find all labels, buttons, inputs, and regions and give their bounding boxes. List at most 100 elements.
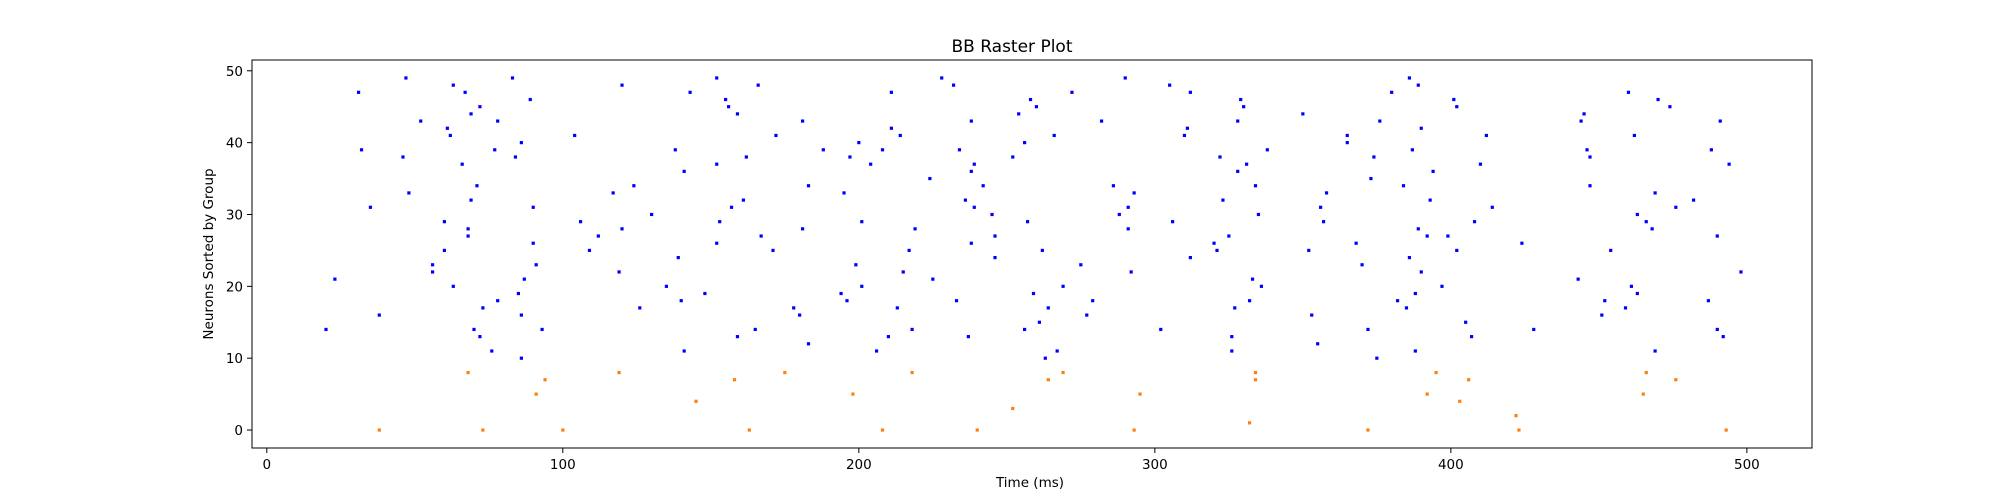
spike-marker [1635, 212, 1639, 217]
spike-marker [1031, 291, 1036, 296]
spike-marker [1215, 248, 1219, 253]
spike-marker [715, 162, 719, 166]
spike-marker [895, 306, 899, 310]
y-tick-label: 10 [226, 351, 243, 367]
spike-marker [1440, 284, 1444, 288]
spike-marker [1390, 90, 1394, 94]
spike-marker [1301, 112, 1305, 116]
spike-marker [1576, 277, 1580, 281]
spike-marker [587, 248, 592, 253]
spike-marker [1691, 198, 1696, 202]
spike-marker [1046, 306, 1050, 310]
spike-marker [703, 291, 707, 296]
spike-marker [676, 255, 680, 260]
spike-marker [1324, 191, 1329, 195]
spike-marker [901, 270, 905, 274]
spike-marker [1520, 241, 1524, 245]
spike-marker [1674, 378, 1678, 382]
spike-marker [1023, 327, 1027, 332]
spike-marker [1230, 335, 1234, 339]
spike-marker [1407, 76, 1412, 80]
spike-marker [561, 428, 565, 432]
spike-marker [1245, 162, 1249, 166]
spike-marker [821, 148, 825, 152]
spike-marker [1375, 356, 1379, 360]
spike-marker [1319, 205, 1323, 209]
spike-marker [1123, 76, 1127, 80]
spike-marker [1656, 97, 1660, 102]
spike-marker [528, 97, 532, 102]
spike-marker [1458, 399, 1462, 403]
spike-marker [732, 378, 737, 382]
spike-marker [1188, 255, 1192, 260]
spike-marker [1242, 105, 1246, 109]
spike-marker [848, 155, 852, 159]
spike-marker [886, 335, 891, 339]
spike-marker [842, 191, 846, 195]
spike-marker [519, 313, 523, 317]
spike-marker [759, 234, 763, 238]
spike-marker [1413, 349, 1417, 353]
spike-marker [632, 184, 636, 188]
spike-marker [1653, 191, 1657, 195]
spike-marker [910, 370, 914, 375]
spike-marker [1416, 227, 1420, 231]
spike-marker [510, 76, 515, 80]
spike-marker [638, 306, 642, 310]
spike-marker [724, 97, 728, 102]
spike-marker [1410, 148, 1414, 152]
y-tick-label: 20 [226, 279, 243, 295]
spike-marker [1185, 126, 1190, 130]
spike-marker [1253, 370, 1258, 375]
spike-marker [1674, 205, 1678, 209]
axes-frame [251, 59, 1813, 449]
spike-marker [1446, 234, 1450, 238]
spike-marker [1023, 141, 1027, 145]
chart-title: BB Raster Plot [951, 37, 1072, 57]
spike-marker [1247, 421, 1252, 425]
spike-marker [1052, 133, 1056, 138]
spike-marker [1212, 241, 1216, 245]
spike-marker [954, 299, 959, 303]
spike-marker [1724, 428, 1728, 432]
spike-marker [1715, 327, 1719, 332]
spike-marker [1431, 169, 1435, 173]
spike-marker [1345, 141, 1349, 145]
spike-marker [1247, 299, 1252, 303]
spike-marker [1345, 133, 1349, 138]
spike-marker [1484, 133, 1488, 138]
spike-marker [1718, 119, 1722, 123]
spike-marker [377, 428, 381, 432]
spike-marker [679, 299, 683, 303]
spike-marker [1644, 220, 1648, 224]
spike-marker [1469, 335, 1474, 339]
spike-marker [430, 263, 435, 267]
spike-marker [573, 133, 577, 138]
spike-marker [1117, 212, 1121, 217]
spike-marker [463, 90, 467, 94]
spike-marker [1369, 176, 1373, 181]
spike-marker [860, 284, 864, 288]
spike-marker [531, 241, 535, 245]
spike-marker [1416, 83, 1420, 87]
spike-marker [1635, 291, 1639, 296]
spike-marker [800, 227, 805, 231]
spike-marker [620, 227, 624, 231]
spike-marker [735, 335, 740, 339]
plot-area: 0 100 200 300 400 500 0 10 20 30 40 50 [226, 59, 1813, 473]
spike-marker [753, 327, 757, 332]
spike-marker [1419, 270, 1423, 274]
spike-marker [324, 327, 328, 332]
spike-marker [957, 148, 962, 152]
spike-marker [1372, 155, 1376, 159]
spike-marker [496, 119, 500, 123]
spike-marker [407, 191, 411, 195]
spike-marker [466, 234, 470, 238]
spike-marker [1721, 335, 1725, 339]
spike-marker [806, 184, 811, 188]
spike-marker [783, 370, 787, 375]
spike-marker [806, 342, 811, 346]
spike-marker [1218, 155, 1222, 159]
spike-marker [1644, 370, 1648, 375]
